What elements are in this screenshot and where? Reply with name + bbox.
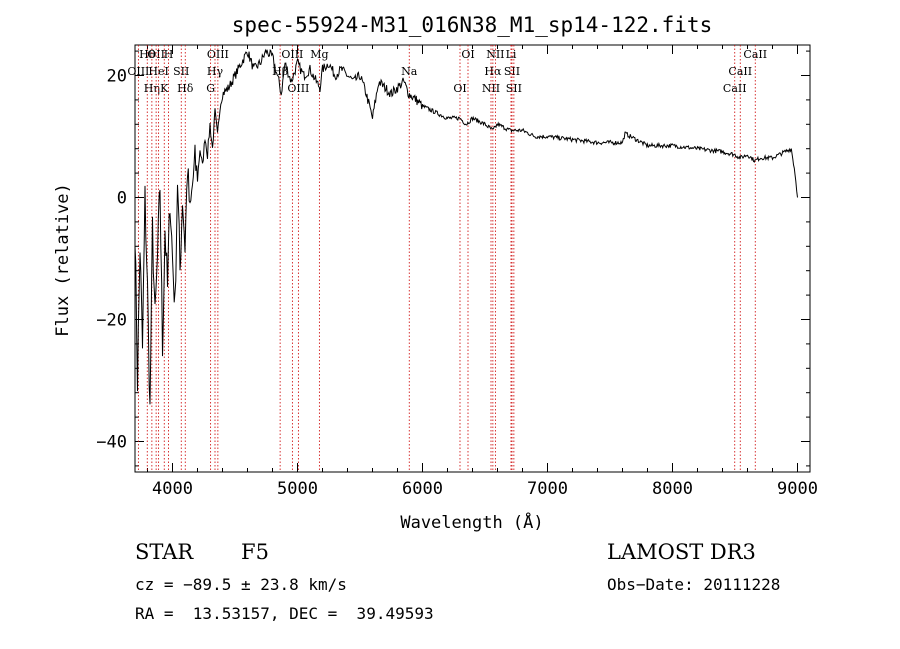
x-tick-label: 4000	[152, 479, 193, 499]
line-marker-label: Hδ	[177, 82, 194, 95]
line-marker-label: OIII	[287, 82, 309, 95]
chart-title: spec-55924-M31_016N38_M1_sp14-122.fits	[232, 13, 712, 37]
spectrum-line	[134, 48, 798, 405]
line-marker-label: Hα	[484, 65, 502, 78]
y-tick-label: −20	[96, 311, 127, 331]
obs-date: Obs−Date: 20111228	[607, 575, 781, 594]
line-marker-label: CaII	[728, 65, 752, 78]
x-tick-label: 8000	[652, 479, 693, 499]
line-marker-label: Hη	[144, 82, 160, 95]
line-marker-label: OIII	[207, 48, 229, 61]
survey-name: LAMOST DR3	[607, 540, 756, 564]
line-marker-label: OI	[461, 48, 474, 61]
line-marker-label: SII	[506, 82, 522, 95]
plot-frame	[134, 44, 811, 473]
line-marker-label: SII	[504, 65, 520, 78]
line-marker-label: H	[164, 48, 174, 61]
coordinates: RA = 13.53157, DEC = 39.49593	[135, 604, 434, 623]
line-marker-label: Mg	[310, 48, 328, 61]
line-marker-label: SII	[173, 65, 189, 78]
line-marker-label: NII	[486, 48, 504, 61]
x-tick-label: 9000	[777, 479, 818, 499]
line-marker-label: CaII	[723, 82, 747, 95]
y-tick-label: 20	[107, 67, 127, 87]
line-marker-label: Hθ	[139, 48, 156, 61]
line-marker-label: NII	[482, 82, 500, 95]
x-tick-label: 5000	[277, 479, 318, 499]
star-subclass: F5	[241, 540, 269, 564]
line-marker-label: K	[160, 82, 169, 95]
star-class: STAR	[135, 540, 194, 564]
line-marker-label: Hγ	[207, 65, 224, 78]
y-tick-label: −40	[96, 433, 127, 453]
line-marker-label: OIII	[281, 48, 303, 61]
line-marker-label: HeI	[148, 65, 168, 78]
plot-area: 4000 5000 6000 7000 8000 9000−40−20020HθOIIIH…	[96, 44, 818, 499]
y-tick-label: 0	[117, 189, 127, 209]
x-tick-label: 7000	[527, 479, 568, 499]
line-marker-label: CaII	[743, 48, 767, 61]
line-marker-label: G	[206, 82, 215, 95]
x-axis-label: Wavelength (Å)	[400, 511, 543, 533]
line-marker-label: OI	[453, 82, 466, 95]
y-axis-label: Flux (relative)	[53, 183, 73, 337]
redshift-cz: cz = −89.5 ± 23.8 km/s	[135, 575, 347, 594]
line-marker-label: OII	[147, 48, 165, 61]
line-marker-label: Li	[506, 48, 517, 61]
line-marker-label: OIII	[127, 65, 149, 78]
line-marker-label: Na	[401, 65, 418, 78]
x-tick-label: 6000	[402, 479, 443, 499]
